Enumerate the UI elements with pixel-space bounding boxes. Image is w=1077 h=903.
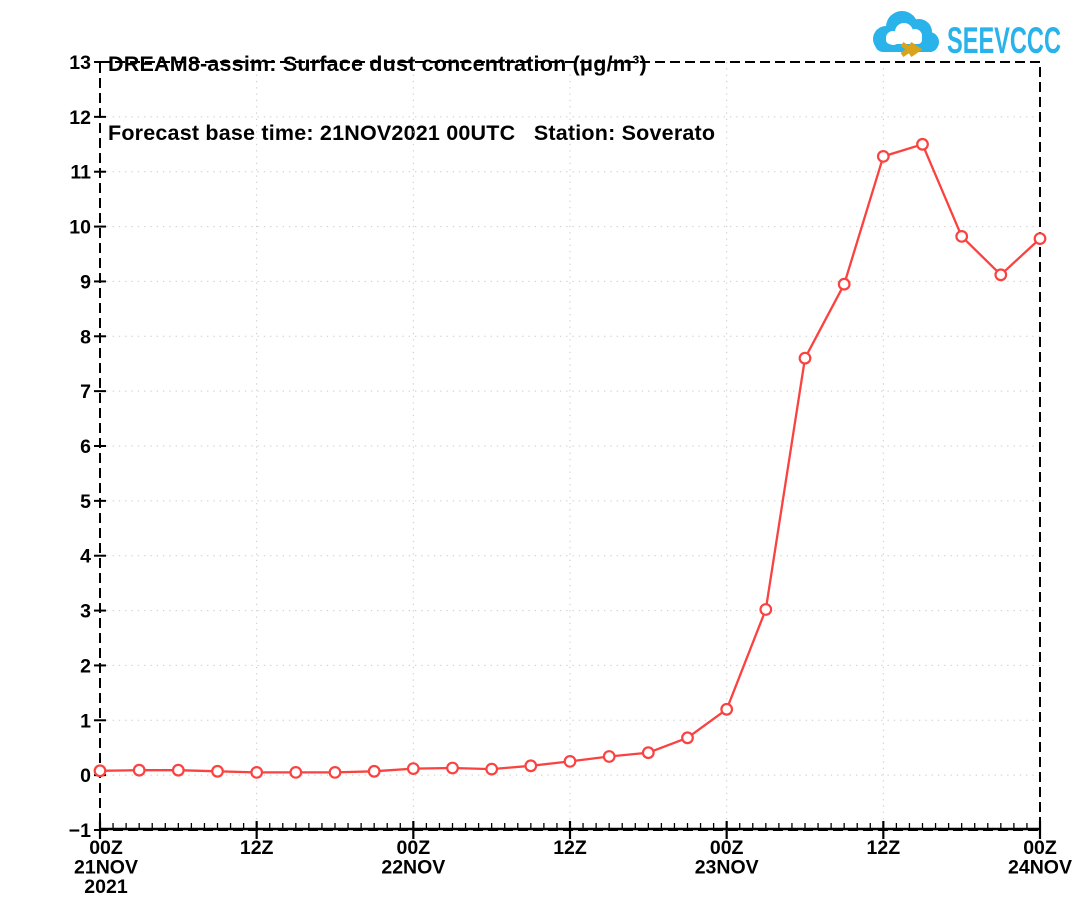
- data-point-marker: [93, 764, 107, 778]
- x-year-label: 2021: [84, 876, 128, 898]
- y-tick-label: 13: [69, 52, 91, 74]
- seevccc-logo: SEEVCCC: [873, 11, 1061, 58]
- y-tick-label: 12: [69, 107, 91, 129]
- data-point-marker: [994, 268, 1008, 282]
- data-point-marker: [876, 149, 890, 163]
- y-tick-label: 7: [80, 381, 91, 403]
- data-point-marker: [524, 759, 538, 773]
- y-tick-label: 5: [80, 491, 91, 513]
- x-tick-label: 12Z: [240, 837, 274, 859]
- cloud-icon: [873, 11, 939, 58]
- x-tick-label: 00Z: [397, 837, 431, 859]
- x-tick-label: 12Z: [867, 837, 901, 859]
- data-point-marker: [328, 766, 342, 779]
- data-point-marker: [720, 702, 734, 716]
- y-tick-label: 11: [70, 162, 91, 184]
- data-point-marker: [563, 755, 577, 768]
- data-point-marker: [289, 766, 303, 779]
- data-point-marker: [406, 762, 420, 775]
- y-tick-label: 3: [80, 601, 91, 623]
- logo-text: SEEVCCC: [947, 20, 1061, 58]
- y-tick-label: 0: [80, 765, 91, 787]
- x-date-label: 21NOV: [74, 857, 138, 879]
- y-tick-label: 6: [80, 436, 91, 458]
- data-point-marker: [367, 764, 381, 778]
- data-point-marker: [916, 137, 929, 151]
- data-point-marker: [250, 766, 264, 779]
- y-tick-label: 8: [80, 326, 91, 348]
- y-tick-label: −1: [69, 820, 91, 842]
- data-point-marker: [837, 277, 851, 291]
- plot-frame: [99, 61, 1041, 831]
- y-tick-label: 4: [80, 546, 91, 568]
- data-point-marker: [132, 763, 146, 777]
- x-tick-label: 12Z: [553, 837, 587, 859]
- data-point-marker: [602, 750, 616, 763]
- data-point-marker: [955, 229, 969, 243]
- data-point-marker: [1033, 232, 1047, 246]
- y-tick-label: 1: [80, 710, 91, 732]
- chart-title-line2: Forecast base time: 21NOV2021 00UTC Stat…: [108, 121, 716, 145]
- data-point-marker: [446, 761, 459, 775]
- data-point-marker: [485, 762, 499, 776]
- chart-title-block: DREAM8-assim: Surface dust concentration…: [108, 7, 715, 191]
- data-point-marker: [171, 763, 185, 777]
- x-tick-label: 00Z: [1023, 837, 1057, 859]
- data-point-marker: [211, 764, 224, 778]
- x-tick-label: 00Z: [89, 837, 123, 859]
- x-date-label: 23NOV: [695, 857, 759, 879]
- data-point-marker: [681, 731, 694, 745]
- y-tick-label: 10: [69, 217, 91, 239]
- chart-title-line1: DREAM8-assim: Surface dust concentration…: [108, 52, 647, 76]
- data-point-marker: [641, 746, 655, 760]
- x-tick-label: 00Z: [710, 837, 744, 859]
- data-point-marker: [798, 351, 812, 365]
- arrow-icon: [900, 41, 923, 58]
- data-point-marker: [759, 603, 773, 616]
- x-date-label: 22NOV: [381, 857, 445, 879]
- x-date-label: 24NOV: [1008, 857, 1072, 879]
- y-tick-label: 2: [80, 655, 91, 677]
- y-tick-label: 9: [80, 271, 91, 293]
